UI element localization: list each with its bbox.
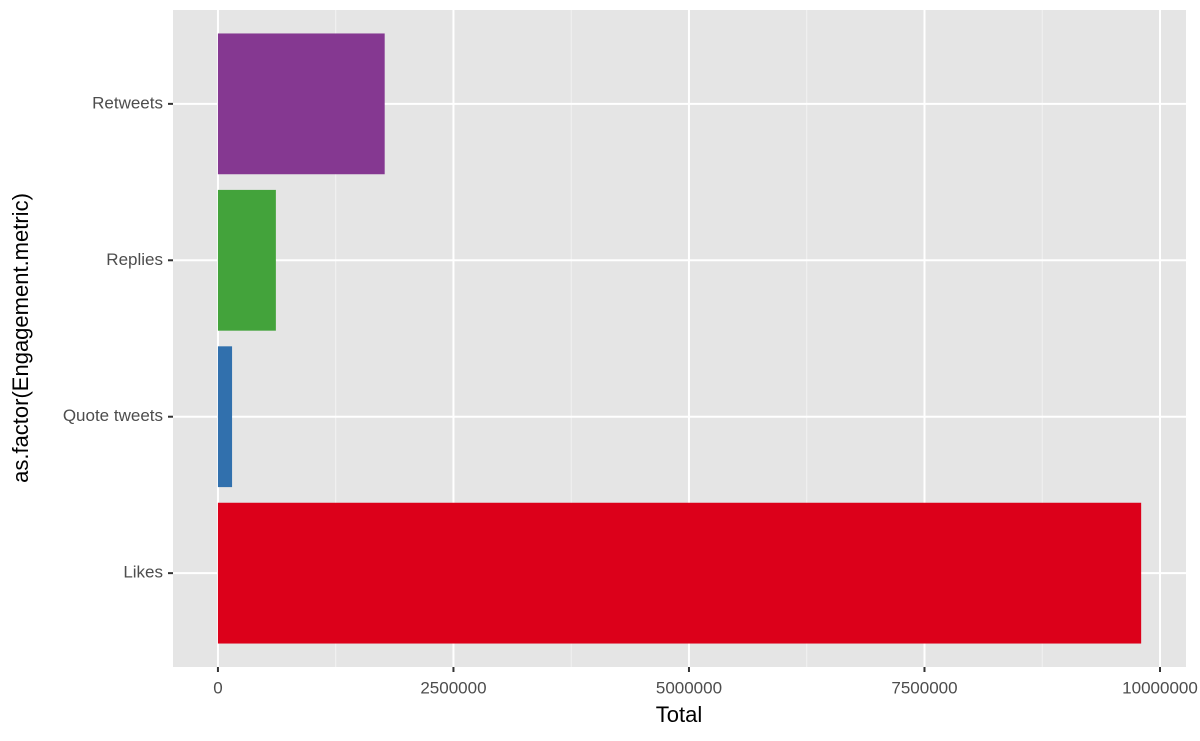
y-tick-label: Quote tweets xyxy=(63,406,163,425)
x-tick-label: 10000000 xyxy=(1122,678,1198,697)
bar xyxy=(217,346,233,488)
bar xyxy=(217,502,1142,644)
y-tick-label: Replies xyxy=(106,250,163,269)
x-tick-label: 2500000 xyxy=(420,678,486,697)
x-tick-label: 0 xyxy=(213,678,222,697)
y-tick-label: Likes xyxy=(123,563,163,582)
y-tick-label: Retweets xyxy=(92,93,163,112)
x-tick-label: 5000000 xyxy=(656,678,722,697)
x-tick-label: 7500000 xyxy=(891,678,957,697)
bar xyxy=(217,189,276,331)
bar xyxy=(217,33,385,175)
y-axis-title: as.factor(Engagement.metric) xyxy=(8,193,33,483)
x-axis-title: Total xyxy=(656,702,702,727)
